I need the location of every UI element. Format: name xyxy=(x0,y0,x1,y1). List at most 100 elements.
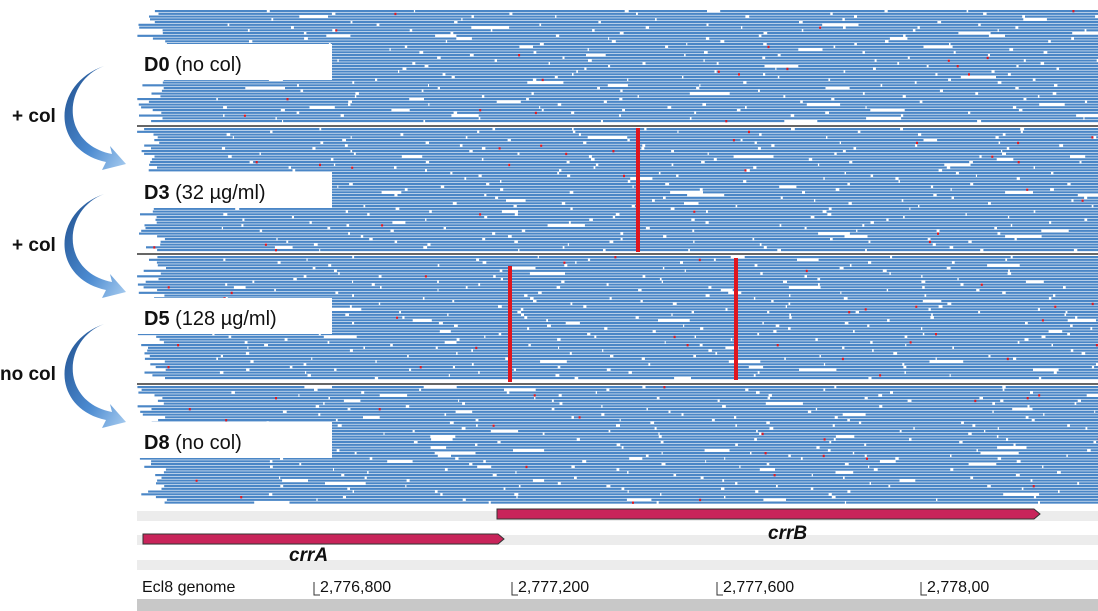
sequence-read xyxy=(652,177,824,180)
sequence-read xyxy=(429,141,584,144)
sequence-read xyxy=(857,15,1023,18)
sequence-read xyxy=(1060,471,1098,474)
mismatch-mark xyxy=(773,474,776,477)
sequence-read xyxy=(239,207,396,210)
sequence-read xyxy=(1016,357,1098,360)
sequence-read xyxy=(467,136,588,139)
sequence-read xyxy=(397,194,485,197)
sequence-read xyxy=(292,366,453,369)
sequence-read xyxy=(144,224,242,227)
sequence-read xyxy=(251,65,425,68)
sequence-read xyxy=(535,267,663,270)
sequence-read xyxy=(1051,221,1098,224)
sequence-read xyxy=(1013,48,1098,51)
sequence-read xyxy=(233,136,351,139)
mismatch-mark xyxy=(947,59,950,62)
sequence-read xyxy=(1016,238,1098,241)
sequence-read xyxy=(1043,280,1098,283)
sequence-read xyxy=(447,468,617,471)
sequence-read xyxy=(904,363,1096,366)
sequence-read xyxy=(839,188,951,191)
sequence-read xyxy=(850,490,1058,493)
sequence-read xyxy=(725,457,801,460)
sequence-read xyxy=(444,185,633,188)
sequence-read xyxy=(661,435,836,438)
sequence-read xyxy=(763,322,845,325)
sequence-read xyxy=(484,95,638,98)
mismatch-mark xyxy=(240,496,243,499)
sequence-read xyxy=(315,196,496,199)
sequence-read xyxy=(954,261,1098,264)
sequence-read xyxy=(429,84,608,87)
sequence-read xyxy=(732,338,816,341)
sequence-read xyxy=(1035,166,1098,169)
sequence-read xyxy=(841,291,1003,294)
sequence-read xyxy=(519,249,603,252)
sequence-read xyxy=(344,474,493,477)
mismatch-mark xyxy=(1095,344,1098,347)
sequence-read xyxy=(417,441,498,444)
sequence-read xyxy=(154,10,267,13)
sequence-read xyxy=(574,465,740,468)
sequence-read xyxy=(1045,335,1098,338)
sequence-read xyxy=(662,452,750,455)
sequence-read xyxy=(223,355,408,358)
sequence-read xyxy=(503,188,700,191)
sequence-read xyxy=(1024,128,1098,131)
sequence-read xyxy=(875,67,1057,70)
lane-name: D8 xyxy=(144,432,170,454)
sequence-read xyxy=(600,21,799,24)
sequence-read xyxy=(1087,196,1098,199)
sequence-read xyxy=(942,305,1098,308)
sequence-read xyxy=(937,73,1008,76)
sequence-read xyxy=(516,205,632,208)
sequence-read xyxy=(914,427,998,430)
sequence-read xyxy=(472,463,662,466)
sequence-read xyxy=(223,227,328,230)
sequence-read xyxy=(807,275,922,278)
sequence-read xyxy=(649,227,805,230)
sequence-read xyxy=(979,289,1098,292)
sequence-read xyxy=(1046,18,1098,21)
sequence-read xyxy=(654,421,767,424)
sequence-read xyxy=(704,59,875,62)
sequence-read xyxy=(350,487,504,490)
sequence-read xyxy=(1086,29,1098,32)
sequence-read xyxy=(491,465,572,468)
mismatch-mark xyxy=(230,291,233,295)
sequence-read xyxy=(822,48,1010,51)
sequence-read xyxy=(313,194,395,197)
sequence-read xyxy=(1053,344,1098,347)
sequence-read xyxy=(844,346,953,349)
sequence-read xyxy=(805,191,1006,194)
sequence-read xyxy=(888,218,1085,221)
mismatch-mark xyxy=(286,98,289,101)
sequence-read xyxy=(485,238,621,241)
sequence-read xyxy=(867,397,980,400)
sequence-read xyxy=(148,346,248,349)
mismatch-mark xyxy=(673,335,676,339)
mismatch-mark xyxy=(991,155,994,158)
sequence-read xyxy=(328,51,420,54)
sequence-read xyxy=(1040,501,1098,504)
sequence-read xyxy=(161,89,301,92)
sequence-read xyxy=(151,147,222,150)
sequence-read xyxy=(930,308,1038,311)
sequence-read xyxy=(610,485,776,488)
mismatch-mark xyxy=(381,224,384,227)
mismatch-mark xyxy=(761,432,764,436)
sequence-read xyxy=(431,319,547,322)
sequence-read xyxy=(903,128,1021,131)
sequence-read xyxy=(684,324,776,327)
sequence-read xyxy=(820,286,923,289)
sequence-read xyxy=(380,302,571,305)
sequence-read xyxy=(332,386,424,389)
mismatch-mark xyxy=(744,169,747,172)
sequence-read xyxy=(268,344,391,347)
sequence-read xyxy=(230,133,401,136)
sequence-read xyxy=(759,333,923,336)
sequence-read xyxy=(786,498,936,501)
sequence-read xyxy=(746,106,866,109)
sequence-read xyxy=(950,374,1098,377)
mismatch-mark xyxy=(767,45,770,49)
